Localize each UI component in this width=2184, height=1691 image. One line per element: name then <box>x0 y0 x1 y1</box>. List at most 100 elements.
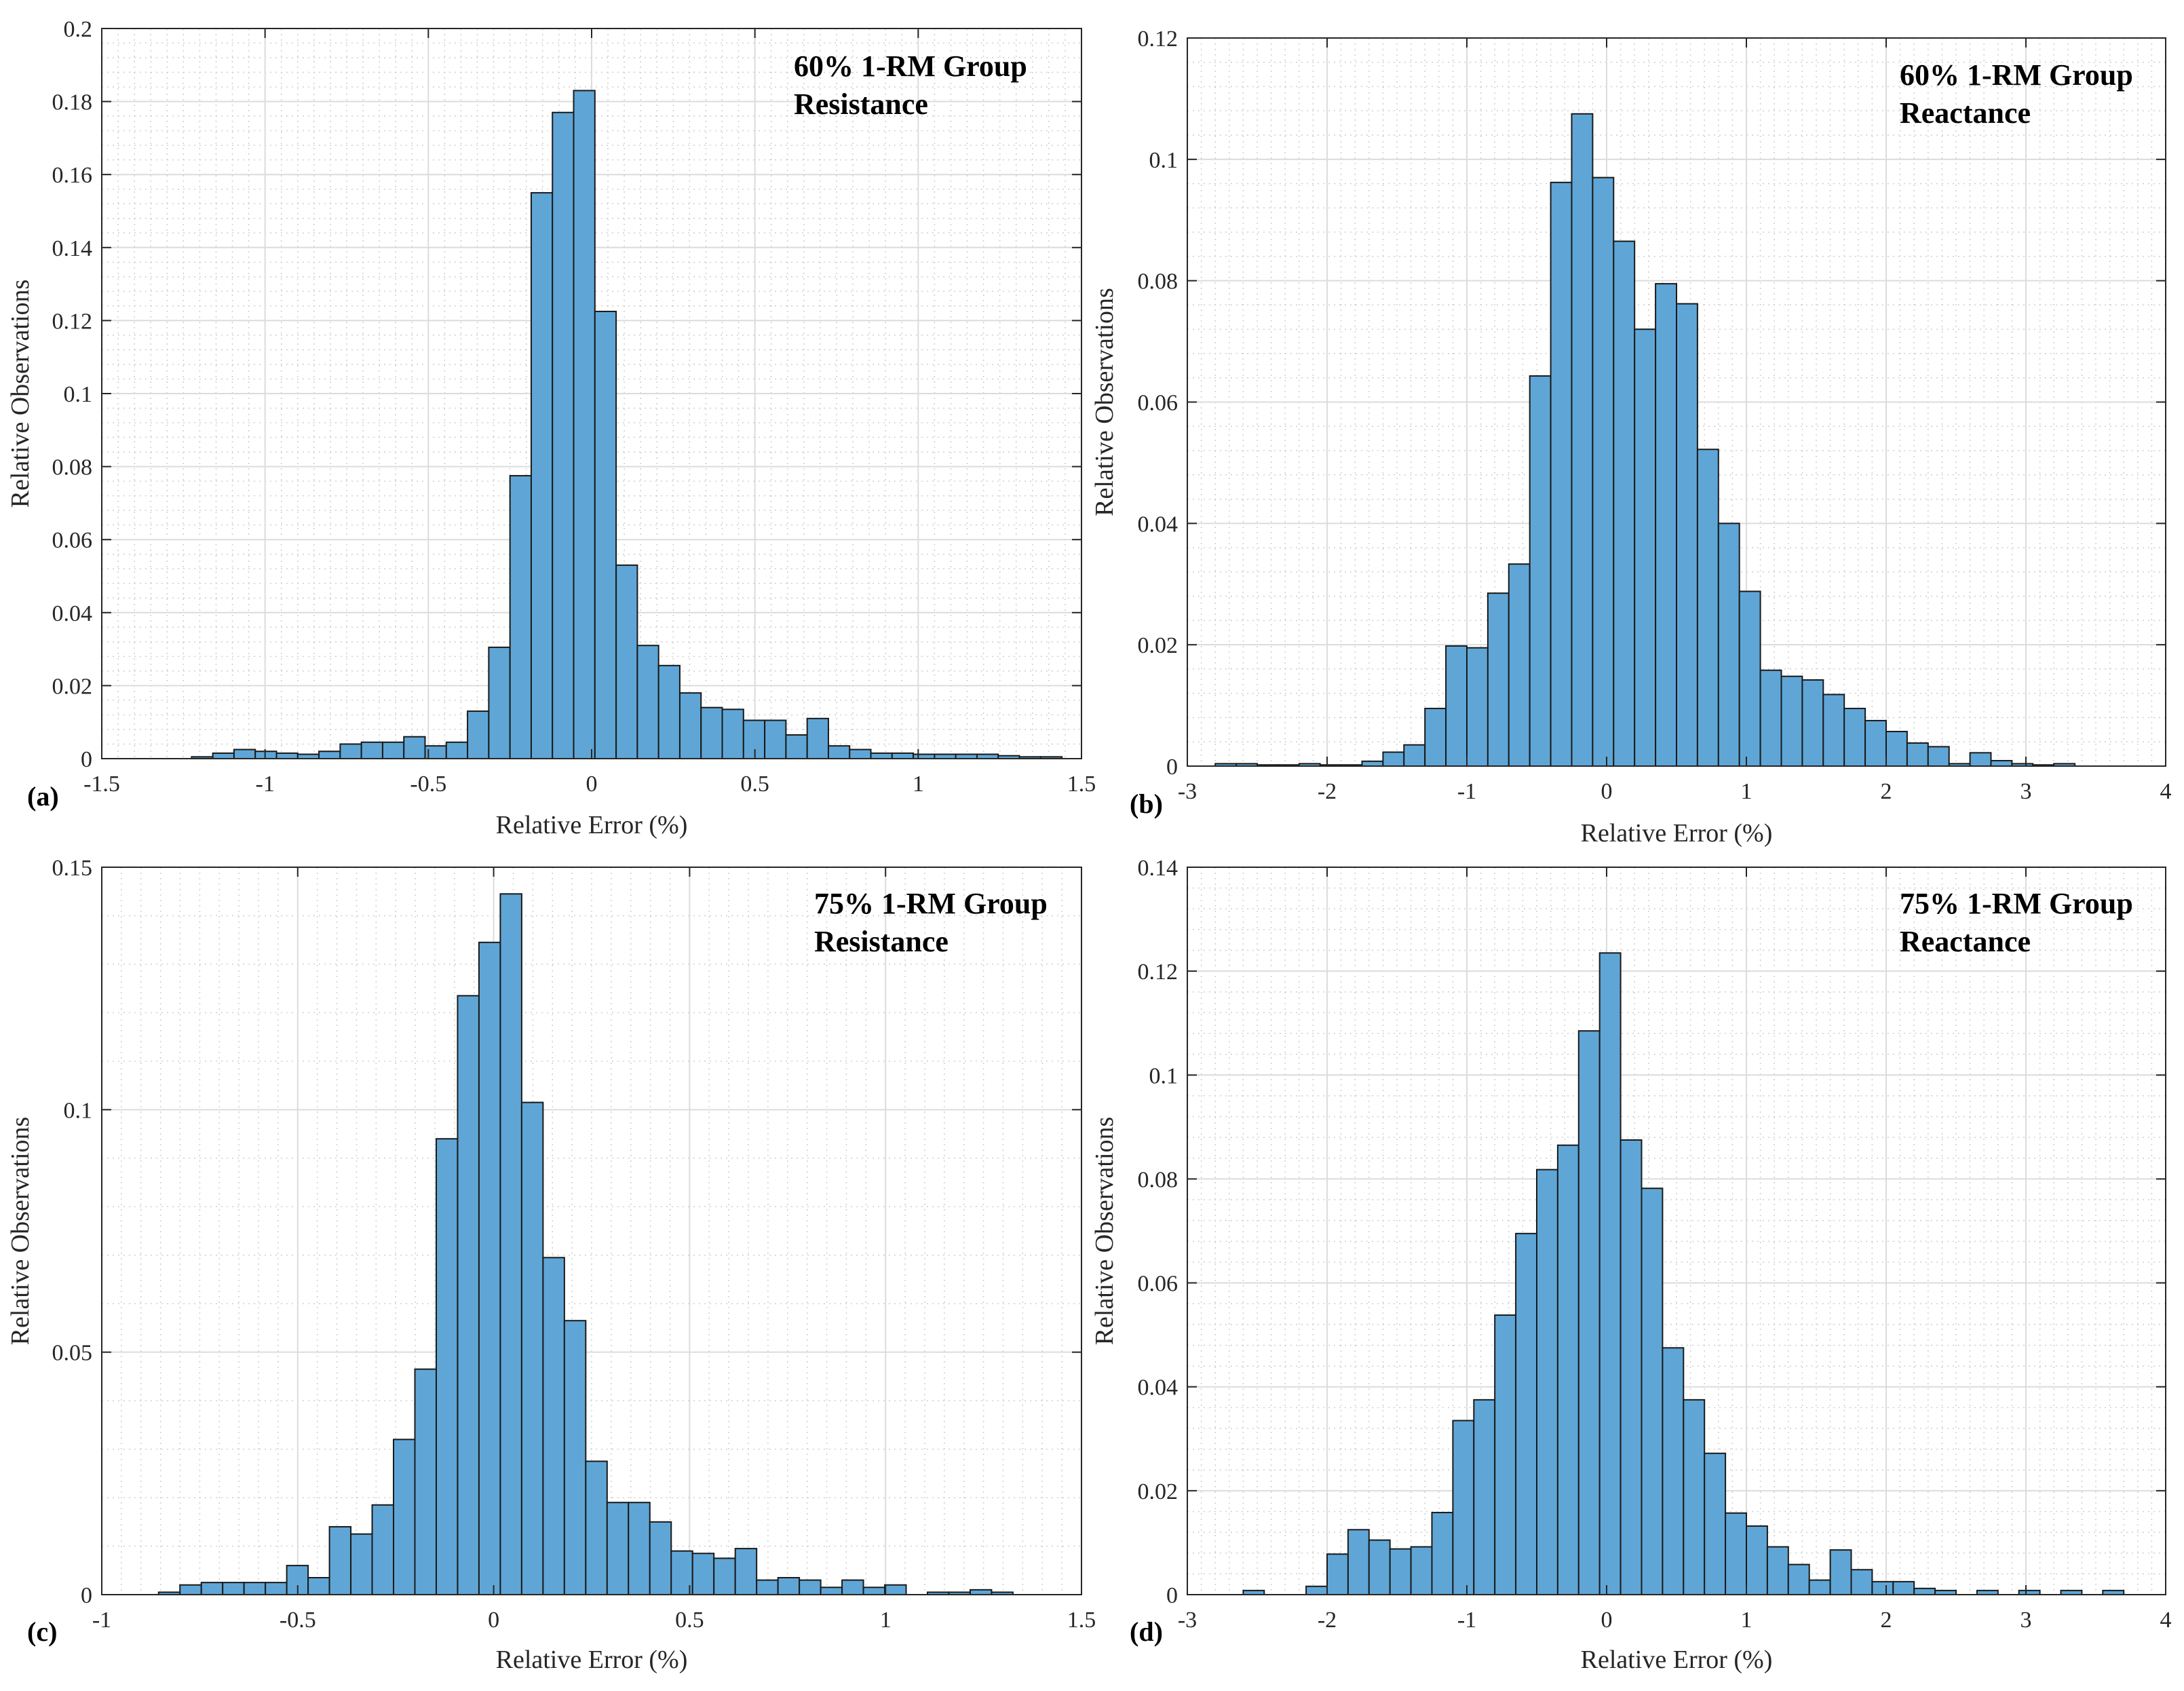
histogram-bar <box>265 1582 288 1595</box>
histogram-bar <box>742 719 766 760</box>
histogram-bar <box>222 1582 245 1595</box>
y-tick-label: 0.1 <box>64 1098 93 1123</box>
histogram-bar <box>1885 731 1908 767</box>
histogram-bar <box>1725 1512 1748 1596</box>
annotation-line-2: Resistance <box>814 925 949 958</box>
histogram-bar <box>552 111 575 760</box>
panel-label: (d) <box>1130 1616 1163 1647</box>
y-tick-label: 0.08 <box>52 455 93 480</box>
x-tick-label: -2 <box>1318 779 1337 804</box>
y-tick-label: 0.05 <box>52 1341 93 1366</box>
histogram-bar <box>542 1257 565 1595</box>
histogram-bar <box>445 741 469 760</box>
histogram-bar <box>212 752 235 760</box>
y-axis-label: Relative Observations <box>1090 288 1119 516</box>
histogram-bar <box>350 1533 373 1596</box>
histogram-bar <box>1466 647 1489 767</box>
histogram-bar <box>700 706 723 760</box>
x-tick-label: 1.5 <box>1067 1608 1096 1633</box>
y-axis-label: Relative Observations <box>6 1117 35 1346</box>
y-tick-label: 0.2 <box>64 17 93 42</box>
histogram-bars <box>1214 113 2076 767</box>
histogram-bar <box>678 692 702 759</box>
histogram-bar <box>233 748 256 760</box>
histogram-bar <box>1536 1168 1558 1596</box>
histogram-bar <box>1662 1347 1685 1596</box>
histogram-bar <box>1738 590 1761 767</box>
histogram-bar <box>457 995 480 1596</box>
histogram-bar <box>657 664 681 759</box>
y-tick-label: 0.04 <box>1138 512 1179 537</box>
chart-panel-1: -1.5 -1 -0.5 0 0.5 1 1.5 0 0.02 0.04 0.06 0.08 0.1 0.… <box>6 17 1096 839</box>
histogram-bar <box>254 750 277 759</box>
x-tick-label: -1 <box>1457 779 1476 804</box>
histogram-bar <box>1431 1512 1454 1595</box>
annotation-line-1: 60% 1-RM Group <box>794 50 1027 83</box>
histogram-bar <box>1683 1399 1706 1596</box>
histogram-bar <box>328 1525 352 1596</box>
histogram-bar <box>381 741 405 760</box>
histogram-bar <box>1913 1587 1936 1596</box>
histogram-bar <box>827 745 851 760</box>
y-tick-label: 0.18 <box>52 90 93 115</box>
histogram-bar <box>1410 1546 1433 1595</box>
histogram-bar <box>318 750 341 759</box>
y-tick-label: 0.06 <box>1138 1272 1179 1297</box>
y-tick-label: 0.16 <box>52 163 93 188</box>
y-tick-label: 0 <box>81 747 92 772</box>
annotation-line-1: 75% 1-RM Group <box>814 887 1048 920</box>
histogram-bar <box>530 192 554 760</box>
y-tick-label: 0.04 <box>1138 1375 1179 1401</box>
histogram-bar <box>1529 375 1552 767</box>
histogram-bar <box>1746 1525 1768 1596</box>
y-tick-label: 0 <box>1166 1583 1178 1608</box>
histogram-bar <box>1550 181 1573 767</box>
histogram-bar <box>499 893 522 1595</box>
x-tick-label: 0 <box>1601 1608 1613 1633</box>
histogram-bar <box>891 752 915 760</box>
histogram-bar <box>573 90 596 759</box>
histogram-bar <box>488 646 511 759</box>
histogram-bar <box>179 1584 202 1596</box>
histogram-bar <box>820 1586 843 1596</box>
histogram-bars <box>191 90 1063 760</box>
histogram-bar <box>1494 1314 1517 1595</box>
x-tick-label: 0 <box>488 1608 499 1633</box>
histogram-bar <box>1620 1139 1643 1595</box>
y-tick-label: 0 <box>1166 755 1178 780</box>
y-tick-label: 0.1 <box>64 382 93 407</box>
y-tick-label: 0.1 <box>1149 1063 1179 1088</box>
x-tick-label: 1 <box>1741 779 1752 804</box>
histogram-bar <box>691 1553 715 1596</box>
histogram-bar <box>1361 760 1384 767</box>
histogram-bar <box>1368 1539 1391 1596</box>
x-tick-label: 0 <box>1601 779 1613 804</box>
histogram-bar <box>1787 1563 1810 1596</box>
axes-box <box>1187 867 2166 1595</box>
histogram-bars <box>157 893 1014 1596</box>
histogram-bar <box>1850 1569 1873 1595</box>
x-tick-label: 2 <box>1881 779 1892 804</box>
annotation-line-2: Resistance <box>794 88 928 121</box>
histogram-bar <box>1801 679 1824 767</box>
x-tick-label: -3 <box>1178 779 1197 804</box>
histogram-bar <box>1829 1549 1852 1596</box>
histogram-bar <box>628 1502 651 1596</box>
histogram-bar <box>509 475 532 759</box>
x-tick-label: 1.5 <box>1067 772 1096 797</box>
x-tick-label: 1 <box>880 1608 892 1633</box>
histogram-bar <box>1704 1452 1727 1596</box>
histogram-bar <box>1655 283 1678 767</box>
histogram-bar <box>870 752 893 760</box>
y-tick-label: 0.15 <box>52 856 93 881</box>
y-axis-label: Relative Observations <box>6 280 35 508</box>
panel-label: (b) <box>1130 788 1163 819</box>
histogram-bar <box>1871 1580 1894 1596</box>
histogram-bar <box>339 743 362 759</box>
histogram-bar <box>1452 1420 1475 1595</box>
histogram-bar <box>1305 1585 1328 1595</box>
histogram-bar <box>1780 675 1803 767</box>
histogram-bar <box>307 1576 330 1595</box>
histogram-bar <box>1445 645 1468 767</box>
histogram-bar <box>1990 759 2013 767</box>
